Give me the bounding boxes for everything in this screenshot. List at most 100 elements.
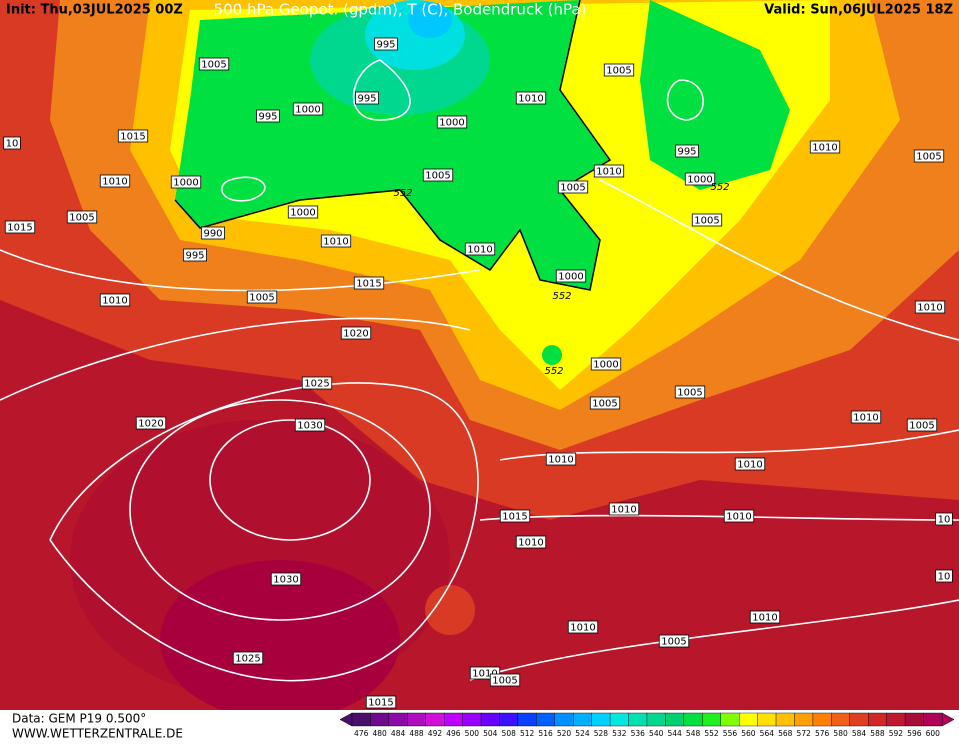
isobar-label: 1010 xyxy=(812,143,837,154)
isobar-label-box xyxy=(292,102,324,116)
isobar-label: 1000 xyxy=(173,178,198,189)
colorbar-label: 516 xyxy=(538,729,553,738)
isobar-label: 1010 xyxy=(917,303,942,314)
data-source: Data: GEM P19 0.500° xyxy=(12,712,146,726)
isobar-label-box xyxy=(914,300,946,314)
isobar-label: 1000 xyxy=(439,118,464,129)
isobar-label-box xyxy=(675,144,699,158)
map-title: 500 hPa Geopot. (gpdm), T (C), Bodendruc… xyxy=(214,1,587,19)
field-green-ne xyxy=(640,0,790,190)
isobar-label-box xyxy=(658,634,690,648)
colorbar-label: 536 xyxy=(631,729,646,738)
colorbar-swatch xyxy=(407,712,426,727)
colorbar-label: 524 xyxy=(575,729,590,738)
colorbar-label: 572 xyxy=(797,729,812,738)
isobar-label-box xyxy=(515,91,547,105)
isobar-label-box xyxy=(135,416,167,430)
isobar xyxy=(221,176,266,202)
isobar-label: 995 xyxy=(376,40,395,51)
colorbar-swatch xyxy=(775,712,795,727)
isobar-label: 1005 xyxy=(677,388,702,399)
field-high-core xyxy=(160,560,400,710)
isobar xyxy=(352,59,411,121)
isobar-label: 1010 xyxy=(472,669,497,680)
isobar-label-box xyxy=(603,63,635,77)
isobar-label: 1015 xyxy=(356,279,381,290)
isobar-label-box xyxy=(355,91,379,105)
isobar-label: 1010 xyxy=(596,167,621,178)
isobar-label: 1000 xyxy=(558,272,583,283)
isobar-label: 990 xyxy=(203,229,222,240)
isobar-label-box xyxy=(749,610,781,624)
isobar-label: 1000 xyxy=(295,105,320,116)
colorbar-swatch xyxy=(886,712,906,727)
colorbar-swatch xyxy=(757,712,777,727)
height-label: 552 xyxy=(544,366,563,377)
isobar-label-box xyxy=(515,535,547,549)
isobar-label: 1010 xyxy=(726,512,751,523)
isobar-label-box xyxy=(589,396,621,410)
isobar-label-box xyxy=(734,457,766,471)
colorbar-swatch xyxy=(849,712,869,727)
isobar-label: 1010 xyxy=(737,460,762,471)
isobar-label-box xyxy=(557,180,589,194)
isobar-label-box xyxy=(590,357,622,371)
isobar-label: 995 xyxy=(185,251,204,262)
colorbar-swatch xyxy=(831,712,851,727)
isobar-label-box xyxy=(567,620,599,634)
isobar-label: 995 xyxy=(258,112,277,123)
isobar-label-box xyxy=(170,175,202,189)
isobar-label: 1010 xyxy=(102,177,127,188)
isobar-label: 1005 xyxy=(69,213,94,224)
init-time: Init: Thu,03JUL2025 00Z xyxy=(6,3,183,18)
isobar-label: 1000 xyxy=(593,360,618,371)
isobar-label: 1005 xyxy=(909,421,934,432)
isobar-label-box xyxy=(301,376,333,390)
isobar-label: 1010 xyxy=(323,237,348,248)
isobar-label-box xyxy=(608,502,640,516)
colorbar-label: 544 xyxy=(667,729,682,738)
colorbar-label: 532 xyxy=(612,729,627,738)
valid-time: Valid: Sun,06JUL2025 18Z xyxy=(764,3,953,18)
isobar-label: 1010 xyxy=(611,505,636,516)
colorbar-label: 488 xyxy=(409,729,424,738)
colorbar-swatch xyxy=(388,712,408,727)
colorbar-swatch xyxy=(517,712,537,727)
isobar-label-box xyxy=(66,210,98,224)
isobar-label: 10 xyxy=(938,515,951,526)
colorbar-swatch xyxy=(536,712,556,727)
colorbar-swatch xyxy=(683,712,703,727)
isobar-label-box xyxy=(99,293,131,307)
isobar-label-box xyxy=(117,129,149,143)
isobar xyxy=(0,249,481,292)
colorbar-label: 596 xyxy=(907,729,922,738)
colorbar-label: 496 xyxy=(446,729,461,738)
isobar-label-box xyxy=(270,572,302,586)
map-field xyxy=(0,0,959,710)
isobar-label: 1020 xyxy=(138,419,163,430)
colorbar-label: 580 xyxy=(833,729,848,738)
isobar-label: 1010 xyxy=(102,296,127,307)
isobar-label: 995 xyxy=(357,94,376,105)
colorbar-label: 564 xyxy=(760,729,775,738)
isobar xyxy=(666,79,704,121)
isobar-label: 1005 xyxy=(661,637,686,648)
isobar-label: 1005 xyxy=(592,399,617,410)
isobar xyxy=(129,399,431,621)
isobar-label-box xyxy=(340,326,372,340)
colorbar-swatch xyxy=(425,712,445,727)
colorbar-label: 584 xyxy=(852,729,867,738)
colorbar-swatch xyxy=(370,712,390,727)
isobar-label: 1010 xyxy=(752,613,777,624)
colorbar-swatch xyxy=(720,712,740,727)
colorbar-swatch xyxy=(609,712,629,727)
colorbar-label: 480 xyxy=(372,729,387,738)
isobar-label: 1010 xyxy=(570,623,595,634)
isobar-label-box xyxy=(99,174,131,188)
isobar-label-box xyxy=(723,509,755,523)
isobar xyxy=(469,599,959,681)
isobar-label: 1005 xyxy=(425,171,450,182)
colorbar-swatch xyxy=(665,712,685,727)
